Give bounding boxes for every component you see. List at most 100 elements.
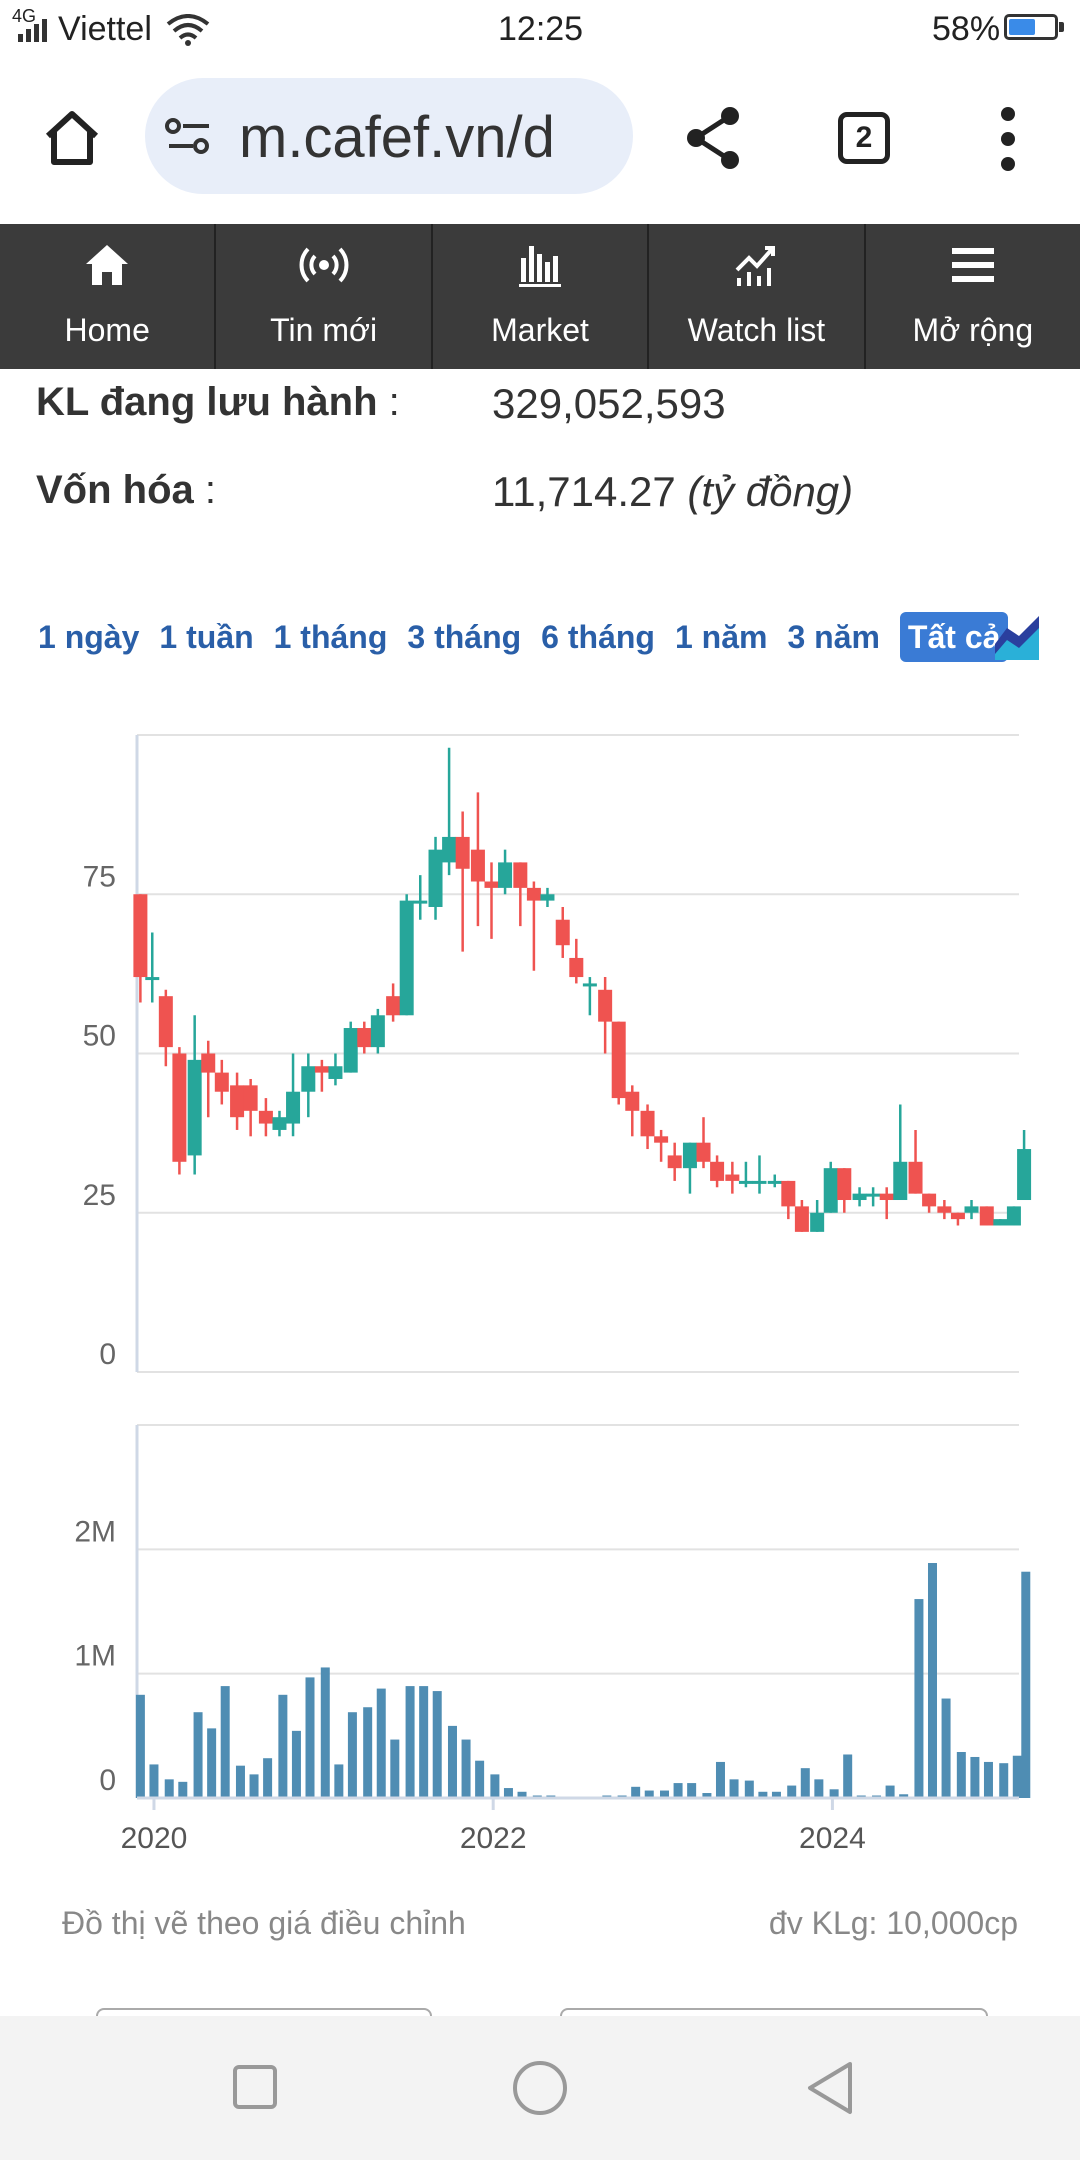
candle-down <box>484 881 499 888</box>
carrier-name: Viettel <box>58 10 152 48</box>
range-1-day[interactable]: 1 ngày <box>38 619 140 655</box>
candle-down <box>214 1072 229 1092</box>
battery-percent: 58% <box>932 10 1001 48</box>
price-tick-label: 75 <box>83 860 116 893</box>
candle-up <box>893 1161 908 1201</box>
hamburger-icon <box>951 248 994 282</box>
range-all[interactable]: Tất cả <box>899 612 1009 662</box>
volume-bar <box>702 1793 712 1798</box>
candle-up <box>399 900 414 1016</box>
recent-apps-icon[interactable] <box>232 2064 278 2110</box>
range-1-week[interactable]: 1 tuần <box>159 619 254 655</box>
x-tick-label: 2020 <box>121 1822 188 1855</box>
more-options-icon[interactable] <box>994 106 1022 172</box>
nav-item-label: Watch list <box>687 312 826 348</box>
range-1-year[interactable]: 1 năm <box>674 619 768 655</box>
candle-up <box>1017 1149 1032 1201</box>
range-3-month[interactable]: 3 tháng <box>407 619 522 655</box>
nav-item-tin-moi[interactable]: Tin mới <box>216 224 433 369</box>
range-3-year[interactable]: 3 năm <box>787 619 880 655</box>
home-circle-icon[interactable] <box>512 2060 568 2116</box>
volume-bar <box>843 1754 853 1798</box>
chart-range-selector: 1 ngày 1 tuần 1 tháng 3 tháng 6 tháng 1 … <box>38 612 1022 662</box>
volume-bar <box>305 1677 315 1798</box>
volume-tick-label: 1M <box>74 1640 116 1673</box>
candle-up <box>187 1059 202 1156</box>
wifi-icon <box>166 14 210 46</box>
candle-up <box>301 1066 316 1092</box>
battery-level <box>1009 19 1035 35</box>
candle-down <box>611 1021 626 1099</box>
candle-up <box>272 1117 287 1130</box>
price-tick-label: 0 <box>99 1338 116 1371</box>
candle-up <box>413 900 428 904</box>
candle-up <box>328 1066 343 1079</box>
chart-type-toggle-icon[interactable] <box>993 614 1041 662</box>
volume-tick-label: 2M <box>74 1515 116 1548</box>
candle-down <box>470 849 485 882</box>
candle-down <box>837 1168 852 1201</box>
candle-down <box>158 996 173 1048</box>
tab-switcher-button[interactable]: 2 <box>838 112 890 164</box>
candle-down <box>569 957 584 978</box>
range-6-month[interactable]: 6 tháng <box>541 619 655 655</box>
share-icon[interactable] <box>682 104 746 172</box>
candle-up <box>993 1219 1008 1226</box>
volume-bar <box>927 1563 937 1798</box>
volume-bar <box>631 1786 641 1798</box>
volume-bar <box>899 1794 909 1798</box>
volume-bar <box>278 1694 288 1798</box>
volume-bar <box>914 1599 924 1798</box>
candle-up <box>498 862 513 888</box>
trend-icon <box>736 246 776 286</box>
address-bar[interactable]: m.cafef.vn/d <box>145 78 633 194</box>
volume-bar <box>758 1791 768 1798</box>
candle-down <box>696 1142 711 1162</box>
home-icon[interactable] <box>40 106 104 170</box>
candle-down <box>455 836 470 869</box>
volume-bar <box>207 1728 217 1798</box>
nav-item-home[interactable]: Home <box>0 224 217 369</box>
nav-item-mo-rong[interactable]: Mở rộng <box>866 224 1080 369</box>
nav-item-market[interactable]: Market <box>433 224 650 369</box>
range-1-month[interactable]: 1 tháng <box>273 619 388 655</box>
volume-bar <box>376 1688 386 1798</box>
candle-down <box>794 1206 809 1232</box>
chart-footnote-volume-unit: đv KLg: 10,000cp <box>768 1905 1018 1941</box>
candle-down <box>922 1193 937 1207</box>
candle-down <box>133 894 148 978</box>
volume-bar <box>320 1667 330 1798</box>
candle-down <box>710 1161 725 1181</box>
network-type: 4G <box>12 6 37 26</box>
volume-bar <box>814 1779 824 1798</box>
candle-up <box>582 983 597 987</box>
candle-up <box>964 1206 979 1213</box>
volume-bar <box>673 1783 683 1798</box>
candle-up <box>866 1193 881 1197</box>
candle-up <box>823 1168 838 1213</box>
back-icon[interactable] <box>804 2060 854 2116</box>
candle-down <box>386 996 401 1016</box>
nav-item-watch-list[interactable]: Watch list <box>649 224 866 369</box>
site-settings-icon[interactable] <box>163 114 215 158</box>
chart-footnote-adjusted: Đồ thị vẽ theo giá điều chỉnh <box>62 1905 466 1941</box>
tab-count: 2 <box>855 121 873 154</box>
volume-bar <box>263 1758 273 1798</box>
candle-down <box>879 1193 894 1201</box>
system-nav-bar <box>0 2016 1080 2160</box>
candle-down <box>625 1091 640 1111</box>
price-tick-label: 50 <box>83 1020 116 1053</box>
candle-up <box>428 849 443 907</box>
volume-bar <box>956 1751 966 1798</box>
volume-bar <box>461 1739 471 1798</box>
volume-bar <box>490 1774 500 1798</box>
volume-bar <box>347 1712 357 1798</box>
volume-bar <box>249 1774 259 1798</box>
volume-bar <box>829 1789 839 1798</box>
battery-icon <box>1004 14 1064 40</box>
volume-bar <box>517 1791 527 1798</box>
candle-down <box>598 989 613 1022</box>
volume-tick-label: 0 <box>99 1764 116 1797</box>
signal-icon <box>18 19 47 42</box>
volume-bar <box>503 1788 513 1798</box>
